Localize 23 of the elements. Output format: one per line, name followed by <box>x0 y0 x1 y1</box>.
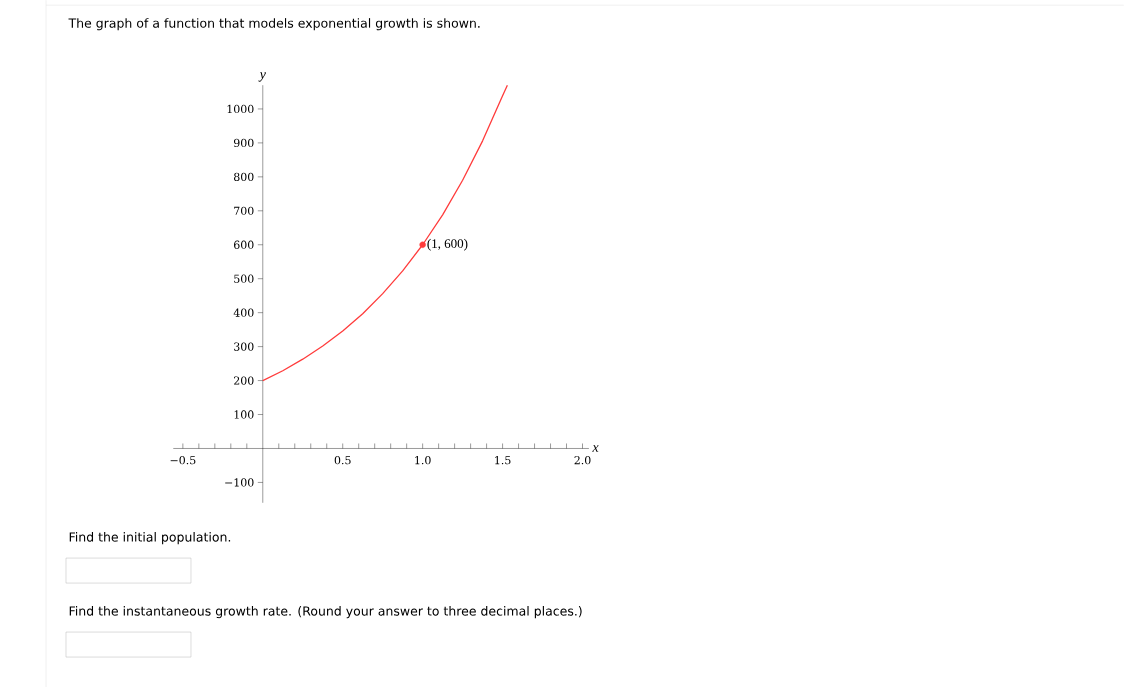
y-tick-label: 1000 <box>227 104 254 113</box>
y-tick-label: 400 <box>233 308 254 317</box>
line-series <box>262 84 509 382</box>
y-tick-label: −100 <box>225 478 254 487</box>
y-tick-label: 300 <box>234 342 254 351</box>
x-tick-label: 1.0 <box>415 455 431 465</box>
y-tick-label: 200 <box>234 376 254 385</box>
x-axis-title: x <box>592 445 599 452</box>
y-tick-label: 700 <box>234 206 254 215</box>
x-tick-label: 1.5 <box>495 455 511 465</box>
text: Find the initial population. <box>69 531 231 545</box>
text: Find the instantaneous growth rate. (Round your answer to three decimal places.) <box>69 605 582 619</box>
y-tick-label: 600 <box>234 240 254 249</box>
x-tick-label: 0.5 <box>334 455 351 465</box>
x-tick-label: −0.5 <box>170 455 196 465</box>
chart-title: The graph of a function that models exponential growth is shown. <box>68 18 480 31</box>
annotation: (1, 600) <box>427 238 468 251</box>
x-tick-label: 2.0 <box>574 455 591 465</box>
y-tick-label: 100 <box>234 410 254 419</box>
y-tick-label: 800 <box>234 172 254 181</box>
y-axis-title: y <box>258 72 266 82</box>
y-tick-label: 900 <box>233 138 254 147</box>
y-tick-label: 500 <box>234 274 254 283</box>
